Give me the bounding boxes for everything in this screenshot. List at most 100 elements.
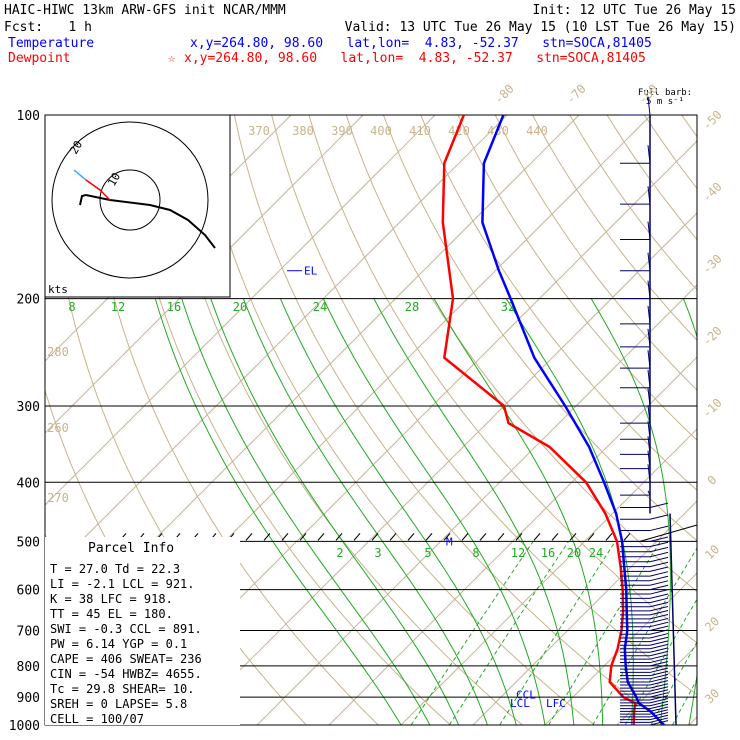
parcel-info-row: T = 27.0 Td = 22.3 xyxy=(50,562,180,576)
dry-adiabat-line xyxy=(420,115,697,492)
parcel-info-row: CAPE = 406 SWEAT= 236 xyxy=(50,652,202,666)
wind-barb-flag xyxy=(649,546,669,553)
wind-barb-flag xyxy=(649,566,669,572)
isotherm-label: 20 xyxy=(702,614,722,634)
hatch-mark xyxy=(569,533,577,541)
parcel-info-row: K = 38 LFC = 918. xyxy=(50,592,173,606)
wind-barb-flag xyxy=(649,571,669,577)
wind-barb-flag xyxy=(649,525,669,532)
isotherm-label: -20 xyxy=(700,324,725,349)
theta-label: 400 xyxy=(370,124,392,138)
header-init: Init: 12 UTC Tue 26 May 15 xyxy=(533,3,737,18)
wind-barb-flag xyxy=(649,686,669,692)
hatch-mark xyxy=(587,533,595,541)
legend-dewpoint-info: x,y=264.80, 98.60 lat,lon= 4.83, -52.37 … xyxy=(184,51,646,66)
hatch-mark xyxy=(497,533,505,541)
pressure-label: 300 xyxy=(17,400,40,415)
frame-edge xyxy=(639,524,698,542)
pressure-label: 700 xyxy=(17,625,40,640)
dry-adiabat-line xyxy=(159,115,523,725)
hatch-mark xyxy=(461,533,469,541)
wind-barb-flag xyxy=(649,614,669,620)
m-label: M xyxy=(446,535,453,548)
theta-label: 370 xyxy=(248,124,270,138)
wind-barb-flag xyxy=(649,689,669,695)
wind-barb-flag xyxy=(649,670,669,677)
hatch-mark xyxy=(245,533,253,541)
pressure-label: 900 xyxy=(17,691,40,706)
pressure-label: 500 xyxy=(17,535,40,550)
legend-dewpoint-marker: ☆ xyxy=(168,51,175,65)
el-label: EL xyxy=(304,265,318,278)
wind-barb-flag xyxy=(649,706,669,712)
wind-barb-flag xyxy=(649,593,669,599)
mixing-ratio-label: 24 xyxy=(589,546,603,560)
mixing-ratio-label: 12 xyxy=(511,546,525,560)
dry-adiabat-line xyxy=(271,115,697,696)
mixing-ratio-line xyxy=(650,640,697,725)
theta-label: 270 xyxy=(47,491,69,505)
dry-adiabat-line xyxy=(457,115,697,441)
isotherm-line xyxy=(45,115,292,362)
wind-barb-flag xyxy=(649,695,669,701)
theta-label: 390 xyxy=(331,124,353,138)
wind-barb-flag xyxy=(649,584,669,591)
pressure-label: 1000 xyxy=(9,719,40,734)
barb-legend-line2: 5 m s⁻¹ xyxy=(646,97,684,107)
hodograph-ring xyxy=(99,169,161,231)
hatch-mark xyxy=(389,533,397,541)
wind-barb-flag xyxy=(649,541,669,548)
wind-barb-flag xyxy=(649,629,669,635)
legend-temperature-label: Temperature xyxy=(8,36,94,51)
mixing-ratio-label: 16 xyxy=(541,546,555,560)
parcel-info-row: CIN = -54 HWBZ= 4655. xyxy=(50,667,202,681)
dry-adiabat-line xyxy=(719,115,740,725)
hodograph-ring xyxy=(51,121,209,279)
wind-barb-flag xyxy=(649,502,669,508)
pressure-label: 200 xyxy=(17,293,40,308)
isotherm-label: -40 xyxy=(700,180,725,205)
isotherm-line xyxy=(400,428,697,725)
wind-barb-flag xyxy=(649,683,669,689)
wind-barb-flag xyxy=(649,692,669,698)
hatch-mark xyxy=(605,533,613,541)
wind-barb-flag xyxy=(649,633,669,639)
wind-barb-flag xyxy=(649,561,669,568)
moist-adiabat-line xyxy=(718,299,740,725)
wind-barb-flag xyxy=(649,551,669,558)
temperature-profile xyxy=(481,115,665,725)
header-fcst-label: Fcst: xyxy=(4,20,43,35)
mixing-ratio-line xyxy=(410,541,534,725)
isotherm-label: 0 xyxy=(705,473,720,488)
wind-barb-flag xyxy=(649,650,669,657)
pressure-label: 100 xyxy=(17,109,40,124)
hatch-mark xyxy=(551,533,559,541)
isotherm-label: -30 xyxy=(700,252,725,277)
hatch-mark xyxy=(533,533,541,541)
wind-barb-flag xyxy=(649,617,669,624)
wind-barb-flag xyxy=(649,621,669,628)
wind-barb-flag xyxy=(649,536,669,542)
wind-barb-flag xyxy=(649,589,669,595)
mixing-ratio-line xyxy=(448,541,569,725)
wind-barb-flag xyxy=(649,660,669,667)
isotherm-line xyxy=(472,500,697,725)
wind-barb-flag xyxy=(649,712,669,718)
moist-adiabat-label: 28 xyxy=(405,300,419,314)
mixing-ratio-label: 8 xyxy=(472,546,479,560)
hatch-mark xyxy=(317,533,325,541)
dry-adiabat-line xyxy=(382,115,697,542)
theta-label: 440 xyxy=(526,124,548,138)
dry-adiabat-line xyxy=(345,115,697,593)
dry-adiabat-line xyxy=(84,115,379,725)
theta-label: 260 xyxy=(47,421,69,435)
dry-adiabat-line xyxy=(308,115,697,644)
wind-barb-flag xyxy=(649,720,669,726)
parcel-info-row: SWI = -0.3 CCL = 891. xyxy=(50,622,202,636)
isotherm-line xyxy=(544,572,697,725)
isotherm-label: -70 xyxy=(564,82,589,107)
wind-barb-flag xyxy=(649,643,669,650)
dry-adiabat-line xyxy=(643,115,697,190)
barb-legend-line1: Full barb: xyxy=(638,88,692,98)
wind-barb-flag xyxy=(649,640,669,646)
